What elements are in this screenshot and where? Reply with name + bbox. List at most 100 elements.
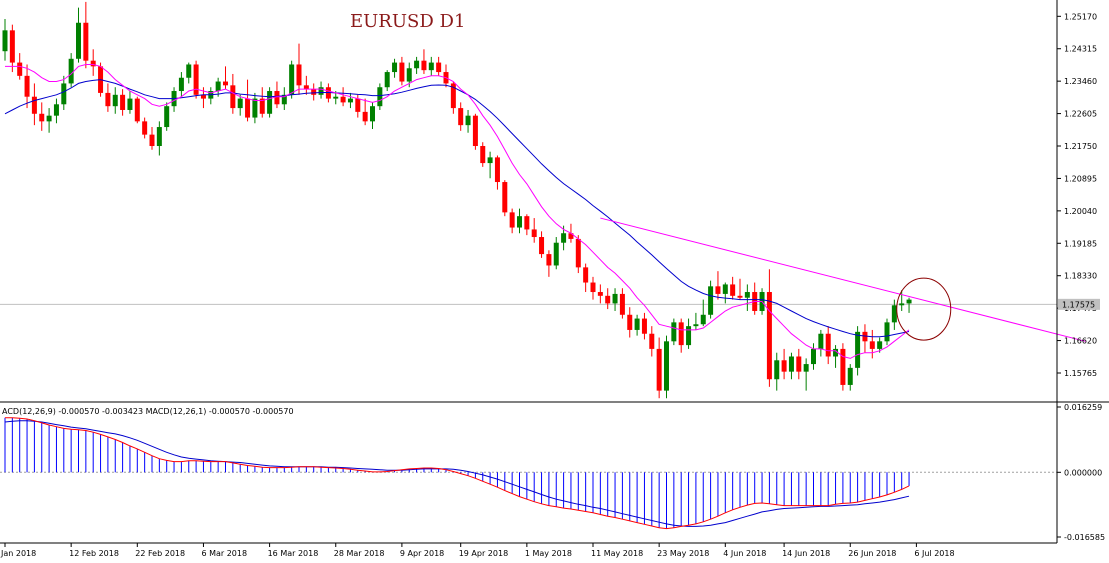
candle-body <box>377 87 383 107</box>
candle-body <box>178 77 184 92</box>
candle-body <box>693 324 699 327</box>
candle-body <box>634 318 640 330</box>
price-pane: EURUSD D1 <box>0 1 1086 399</box>
candle-body <box>252 98 258 118</box>
candle-body <box>347 98 353 103</box>
ma-fast-line <box>5 64 910 359</box>
candle-body <box>708 286 714 315</box>
candle-body <box>686 326 692 346</box>
candle-body <box>362 111 368 122</box>
candle-body <box>149 134 155 147</box>
candle-body <box>840 348 846 385</box>
candle-body <box>847 367 853 385</box>
time-tick-label: Jan 2018 <box>0 549 36 558</box>
candle-body <box>774 360 780 380</box>
candle-body <box>766 292 772 380</box>
candle-body <box>274 91 280 105</box>
candle-body <box>2 30 8 52</box>
candle-body <box>524 216 530 230</box>
candle-body <box>281 94 287 105</box>
candle-body <box>120 94 126 110</box>
candle-body <box>487 157 493 164</box>
candle-body <box>76 22 81 59</box>
candle-body <box>627 314 633 330</box>
candle-body <box>384 72 390 88</box>
time-tick-label: 28 Mar 2018 <box>334 549 385 558</box>
candle-body <box>303 85 309 90</box>
ma-slow-line <box>4 79 910 338</box>
candle-body <box>531 229 537 238</box>
candle-body <box>465 115 471 126</box>
candle-body <box>134 98 140 122</box>
price-tick-label: 1.19185 <box>1064 239 1097 248</box>
candle-body <box>200 94 206 99</box>
candle-body <box>833 348 839 357</box>
candle-body <box>83 22 89 61</box>
candle-body <box>825 333 831 357</box>
candle-body <box>259 98 265 114</box>
candle-body <box>17 62 23 76</box>
candle-body <box>796 356 802 372</box>
candle-body <box>730 284 736 296</box>
candle-body <box>671 322 677 342</box>
candle-body <box>553 242 559 266</box>
candle-body <box>267 91 273 114</box>
macd-pane: ACD(12,26,9) -0.000570 -0.003423 MACD(12… <box>0 407 1057 530</box>
candle-body <box>450 83 456 109</box>
price-tick-label: 1.20040 <box>1064 207 1097 216</box>
candle-body <box>517 216 522 228</box>
candle-body <box>289 64 295 95</box>
candle-body <box>715 286 721 294</box>
candle-body <box>678 322 684 346</box>
macd-main-line <box>5 417 910 530</box>
candle-body <box>568 233 574 239</box>
candle-body <box>237 98 243 109</box>
candle-body <box>414 60 420 69</box>
candle-body <box>61 83 67 105</box>
candle-body <box>215 81 221 92</box>
candle-body <box>392 62 398 73</box>
candle-body <box>656 348 662 391</box>
candle-body <box>649 333 655 349</box>
candle-body <box>619 293 625 315</box>
time-tick-label: 1 May 2018 <box>525 549 572 558</box>
circle-marker[interactable] <box>896 277 952 341</box>
candle-body <box>561 233 567 243</box>
time-tick-label: 4 Jun 2018 <box>723 549 766 558</box>
time-tick-label: 22 Feb 2018 <box>135 549 185 558</box>
candle-body <box>539 237 545 255</box>
macd-signal-line <box>4 420 910 527</box>
time-tick-label: 12 Feb 2018 <box>69 549 119 558</box>
candle-body <box>24 75 30 97</box>
candle-body <box>245 98 251 118</box>
time-tick-label: 11 May 2018 <box>591 549 643 558</box>
candle-body <box>296 64 302 86</box>
candle-body <box>31 96 37 114</box>
trend-line[interactable] <box>600 217 1086 342</box>
time-tick-label: 6 Mar 2018 <box>201 549 247 558</box>
candle-body <box>869 341 875 349</box>
candle-body <box>90 60 96 67</box>
candle-body <box>399 62 405 82</box>
candle-body <box>230 85 236 109</box>
time-tick-label: 26 Jun 2018 <box>848 549 896 558</box>
chart-title: EURUSD D1 <box>350 11 465 32</box>
price-tick-label: 1.18330 <box>1064 272 1097 281</box>
price-tick-label: 1.22605 <box>1064 110 1097 119</box>
price-tick-label: 1.16620 <box>1064 337 1097 346</box>
candle-body <box>722 284 728 294</box>
candle-body <box>370 106 375 122</box>
candle-body <box>112 94 118 107</box>
candle-body <box>458 108 464 126</box>
candle-body <box>127 98 133 110</box>
price-tick-label: 1.25170 <box>1064 12 1097 21</box>
price-tick-label: 1.24315 <box>1064 45 1097 54</box>
time-tick-label: 19 Apr 2018 <box>459 549 508 558</box>
candle-body <box>502 182 508 213</box>
candle-body <box>605 295 611 304</box>
candle-body <box>53 104 59 116</box>
macd-tick-label: -0.016585 <box>1064 533 1105 542</box>
candle-body <box>68 58 74 84</box>
candle-body <box>737 295 743 298</box>
candle-body <box>575 238 581 268</box>
